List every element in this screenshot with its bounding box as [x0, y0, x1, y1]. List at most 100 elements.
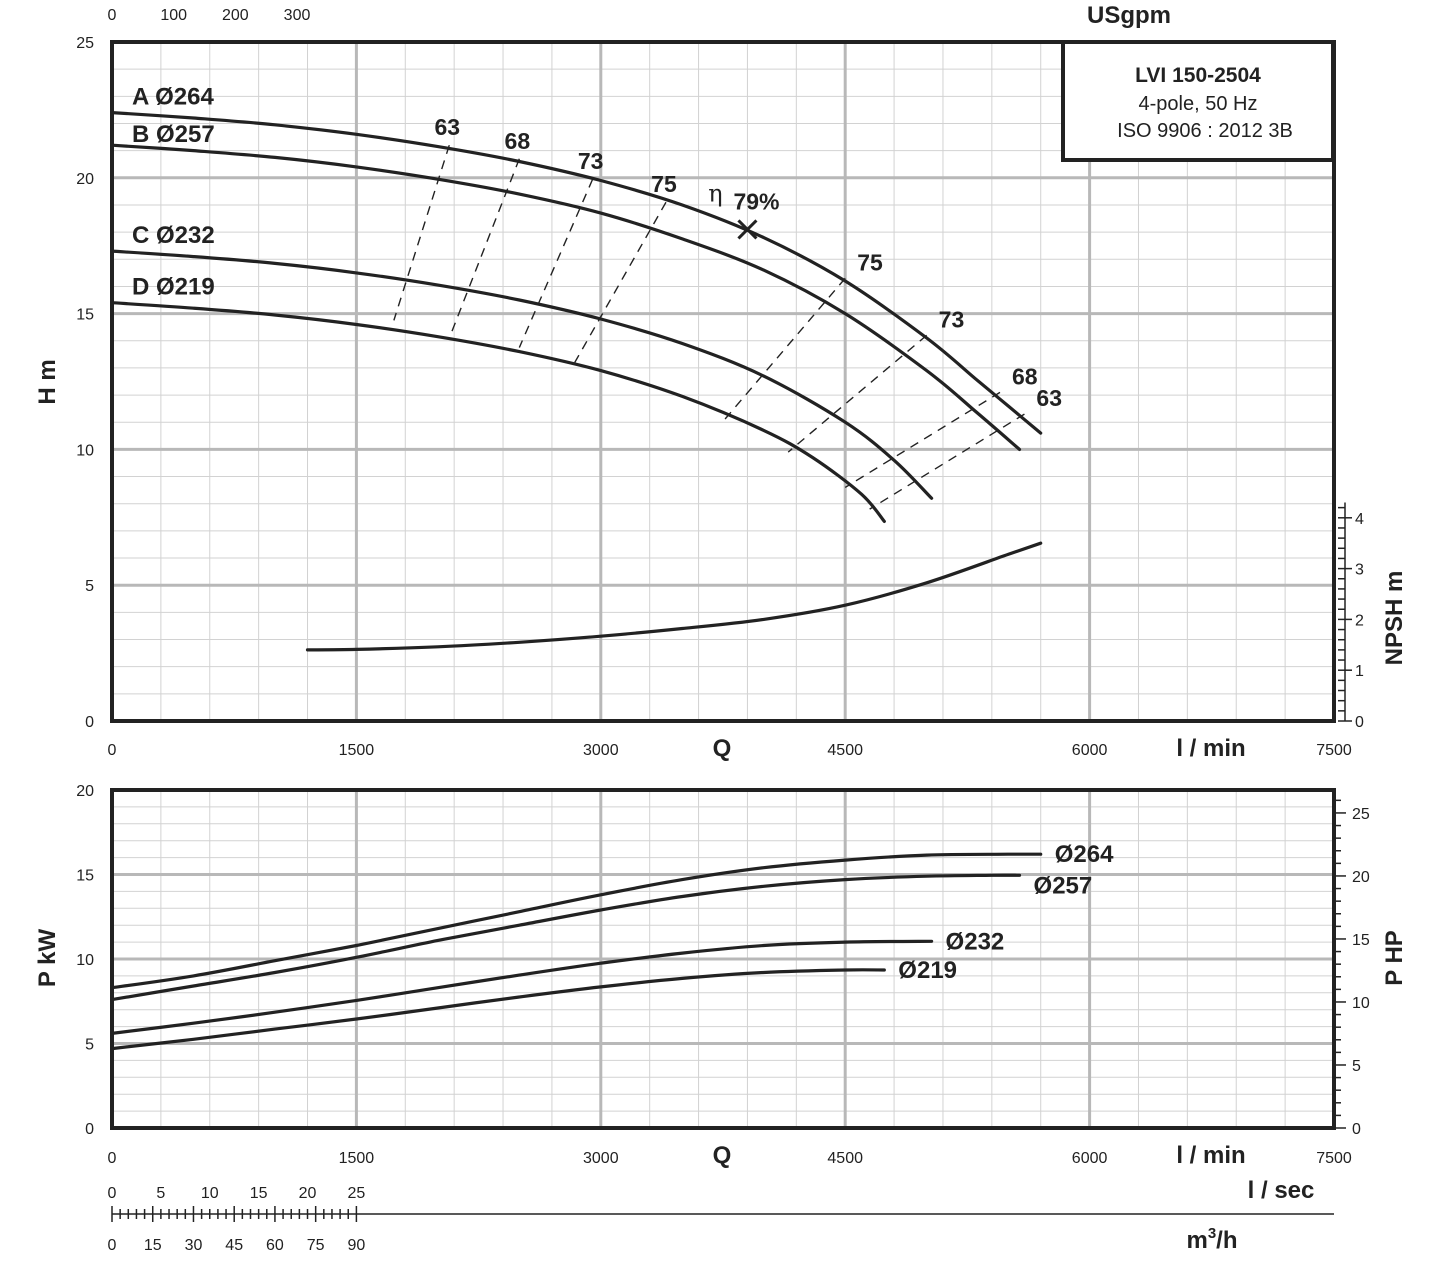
grid — [110, 40, 1336, 1130]
power-x-tick-label: 1500 — [339, 1150, 375, 1167]
power-x-tick-label: 3000 — [583, 1150, 619, 1167]
head-curve-b — [110, 143, 1022, 451]
head-plot-frame — [110, 40, 1336, 723]
head-curve-d — [110, 301, 886, 523]
power-x-tick-label: 7500 — [1316, 1150, 1352, 1167]
hp-tick-label: 5 — [1352, 1058, 1361, 1075]
head-x-tick-label: 3000 — [583, 742, 619, 759]
head-curve-c — [110, 249, 934, 500]
lsec-tick-label: 20 — [299, 1185, 317, 1202]
hp-tick-label: 15 — [1352, 932, 1370, 949]
efficiency-label: 75 — [857, 249, 883, 275]
power-curve-label: Ø264 — [1055, 841, 1114, 868]
info-box-frame — [1061, 40, 1335, 162]
lsec-axis-unit: l / sec — [1248, 1177, 1315, 1204]
power-curve-label: Ø219 — [898, 957, 957, 984]
info-box-model: LVI 150-2504 — [1135, 64, 1261, 87]
power-curve-label: Ø257 — [1034, 872, 1093, 899]
head-y-tick-label: 25 — [76, 35, 94, 52]
head-y-tick-label: 5 — [85, 578, 94, 595]
power-y-axis-title: P kW — [34, 929, 61, 988]
plot-frames — [110, 40, 1336, 1130]
hp-tick-label: 20 — [1352, 869, 1370, 886]
m3h-unit-base: m — [1186, 1227, 1207, 1254]
head-x-axis-title: Q — [713, 735, 732, 762]
info-box-line3: ISO 9906 : 2012 3B — [1117, 120, 1293, 142]
m3h-tick-label: 30 — [185, 1237, 203, 1254]
lsec-tick-label: 10 — [201, 1185, 219, 1202]
efficiency-label: 68 — [1012, 363, 1038, 389]
efficiency-line-75 — [724, 277, 846, 420]
power-x-tick-label: 6000 — [1072, 1150, 1108, 1167]
power-x-tick-label: 0 — [108, 1150, 117, 1167]
npsh-tick-label: 3 — [1355, 562, 1364, 579]
head-x-axis-unit: l / min — [1176, 735, 1245, 762]
top-axis-unit: USgpm — [1087, 2, 1171, 29]
npsh-tick-label: 1 — [1355, 663, 1364, 680]
bep-efficiency-label: 79% — [733, 188, 779, 214]
lsec-tick-label: 15 — [250, 1185, 268, 1202]
power-x-tick-label: 4500 — [827, 1150, 863, 1167]
efficiency-label: 73 — [939, 306, 965, 332]
efficiency-line-63 — [869, 413, 1025, 510]
head-y-axis-title: H m — [34, 359, 61, 404]
efficiency-line-73 — [518, 178, 594, 348]
power-hp-axis-title: P HP — [1381, 930, 1408, 986]
lsec-tick-label: 5 — [156, 1185, 165, 1202]
power-curve-d257 — [110, 873, 1022, 1002]
head-x-tick-label: 4500 — [827, 742, 863, 759]
lsec-tick-label: 0 — [108, 1185, 117, 1202]
efficiency-label: 63 — [1036, 385, 1062, 411]
efficiency-line-63 — [393, 144, 450, 321]
power-plot-frame — [110, 788, 1336, 1130]
power-curve-d264 — [110, 852, 1043, 990]
npsh-curve — [305, 541, 1043, 652]
head-y-tick-label: 10 — [76, 442, 94, 459]
head-x-tick-label: 6000 — [1072, 742, 1108, 759]
efficiency-label: 73 — [578, 148, 604, 174]
head-x-tick-label: 7500 — [1316, 742, 1352, 759]
power-curve-d219 — [110, 968, 886, 1051]
efficiency-line-68 — [844, 391, 1001, 489]
power-y-tick-label: 0 — [85, 1121, 94, 1138]
efficiency-label: 68 — [505, 128, 531, 154]
efficiency-label: 63 — [434, 114, 460, 140]
power-curve-d232 — [110, 939, 934, 1035]
top-usgpm-tick-label: 200 — [222, 7, 249, 24]
hp-tick-label: 0 — [1352, 1121, 1361, 1138]
efficiency-line-73 — [787, 334, 928, 453]
head-curve-a — [110, 111, 1043, 435]
head-curve-label: B Ø257 — [132, 121, 215, 148]
m3h-tick-label: 75 — [307, 1237, 325, 1254]
hp-tick-label: 10 — [1352, 995, 1370, 1012]
power-curve-label: Ø232 — [946, 928, 1005, 955]
m3h-tick-label: 90 — [348, 1237, 366, 1254]
hp-tick-label: 25 — [1352, 806, 1370, 823]
efficiency-line-75 — [574, 201, 667, 363]
lsec-tick-label: 25 — [348, 1185, 366, 1202]
power-y-tick-label: 20 — [76, 783, 94, 800]
head-x-tick-label: 0 — [108, 742, 117, 759]
efficiency-symbol: η — [708, 179, 722, 207]
top-usgpm-tick-label: 0 — [108, 7, 117, 24]
m3h-tick-label: 60 — [266, 1237, 284, 1254]
head-curve-label: D Ø219 — [132, 274, 215, 301]
power-x-axis-unit: l / min — [1176, 1142, 1245, 1169]
head-y-tick-label: 20 — [76, 171, 94, 188]
info-box-line2: 4-pole, 50 Hz — [1139, 93, 1258, 115]
head-y-tick-label: 15 — [76, 307, 94, 324]
power-x-axis-title: Q — [713, 1142, 732, 1169]
npsh-tick-label: 2 — [1355, 612, 1364, 629]
power-y-tick-label: 5 — [85, 1037, 94, 1054]
efficiency-label: 75 — [651, 171, 677, 197]
efficiency-line-68 — [450, 158, 520, 335]
npsh-tick-label: 4 — [1355, 511, 1364, 528]
power-y-tick-label: 10 — [76, 952, 94, 969]
series-layer — [110, 111, 1043, 1051]
power-y-tick-label: 15 — [76, 868, 94, 885]
top-usgpm-tick-label: 100 — [160, 7, 187, 24]
head-x-tick-label: 1500 — [339, 742, 375, 759]
m3h-unit-suffix: /h — [1216, 1227, 1237, 1254]
